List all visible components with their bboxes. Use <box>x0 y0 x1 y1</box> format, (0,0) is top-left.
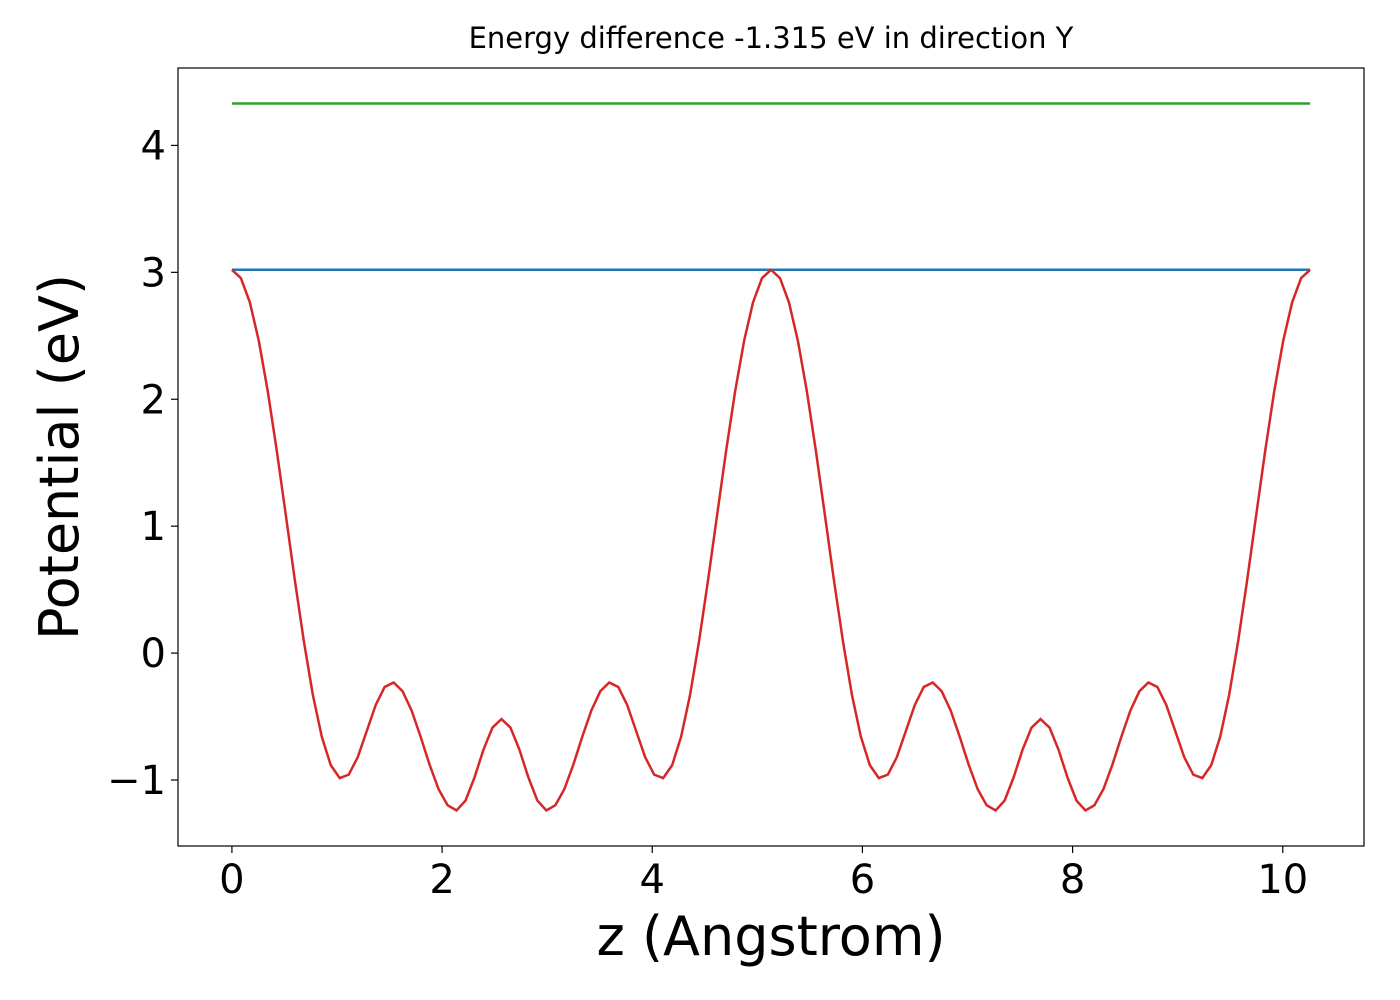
data-line <box>231 268 1311 813</box>
plot-frame <box>177 67 1365 847</box>
x-tick-label: 10 <box>1257 857 1308 903</box>
y-tick-label: 3 <box>141 250 166 296</box>
y-tick-label: 4 <box>141 123 166 169</box>
y-tick-label: 1 <box>141 504 166 550</box>
x-tick-label: 6 <box>850 857 875 903</box>
y-tick-label: 2 <box>141 377 166 423</box>
chart-title: Energy difference -1.315 eV in direction… <box>469 21 1074 55</box>
y-tick-label: −1 <box>107 758 166 804</box>
x-tick-label: 2 <box>429 857 454 903</box>
y-axis-label: Potential (eV) <box>28 274 91 640</box>
x-tick-label: 4 <box>640 857 665 903</box>
x-tick-label: 0 <box>219 857 244 903</box>
x-tick-label: 8 <box>1060 857 1085 903</box>
y-tick-label: 0 <box>141 631 166 677</box>
x-axis-label: z (Angstrom) <box>596 905 945 968</box>
